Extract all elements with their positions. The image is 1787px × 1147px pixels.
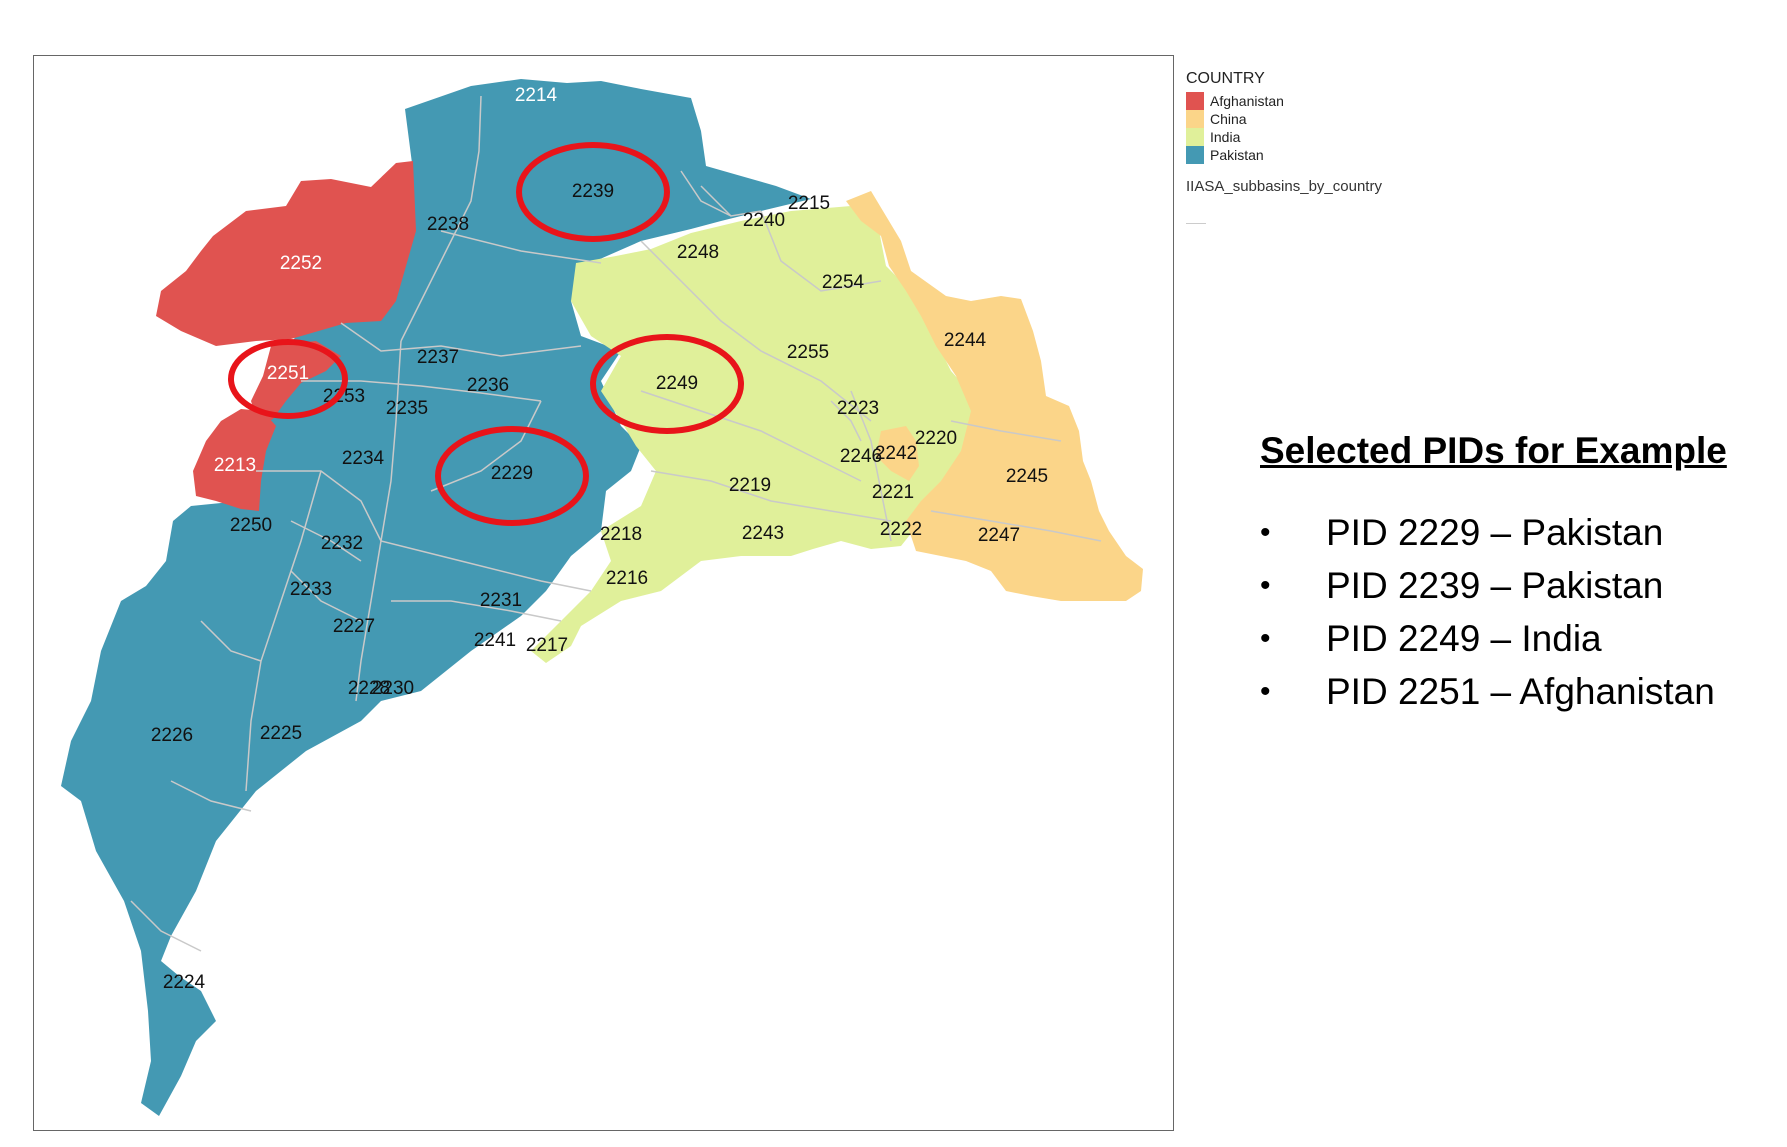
subbasin-label-2250: 2250 <box>230 515 272 536</box>
subbasin-label-2243: 2243 <box>742 523 784 544</box>
china-region-2242[interactable] <box>876 426 919 481</box>
subbasin-label-2236: 2236 <box>467 375 509 396</box>
highlight-ring-2251 <box>228 339 348 419</box>
subbasin-label-2234: 2234 <box>342 448 385 469</box>
subbasin-label-2222: 2222 <box>880 519 922 540</box>
selection-highlights <box>228 142 744 526</box>
selection-item: PID 2239 – Pakistan <box>1260 559 1780 612</box>
subbasin-label-2229: 2229 <box>491 463 533 484</box>
legend-label-afghanistan: Afghanistan <box>1210 93 1284 109</box>
china-region[interactable] <box>846 191 1143 601</box>
subbasin-label-2242: 2242 <box>875 443 917 464</box>
highlight-ring-2239 <box>516 142 670 242</box>
subbasin-label-2233: 2233 <box>290 579 332 600</box>
selection-item: PID 2249 – India <box>1260 612 1780 665</box>
subbasin-label-2232: 2232 <box>321 533 363 554</box>
legend-item-india: India <box>1186 128 1486 146</box>
subbasin-label-2249: 2249 <box>656 373 698 394</box>
subbasin-label-2214: 2214 <box>515 85 558 106</box>
subbasin-label-2226: 2226 <box>151 725 193 746</box>
subbasin-label-2248: 2248 <box>677 242 719 263</box>
subbasin-label-2247: 2247 <box>978 525 1020 546</box>
subbasin-label-2221: 2221 <box>872 482 914 503</box>
subbasin-label-2219: 2219 <box>729 475 771 496</box>
subbasin-label-2239: 2239 <box>572 181 614 202</box>
highlight-ring-2229 <box>435 426 589 526</box>
subbasin-label-2244: 2244 <box>944 330 987 351</box>
legend-item-pakistan: Pakistan <box>1186 146 1486 164</box>
subbasin-boundaries <box>130 95 1102 952</box>
subbasin-label-2235: 2235 <box>386 398 428 419</box>
subbasin-label-2255: 2255 <box>787 342 829 363</box>
subbasin-label-2254: 2254 <box>822 272 865 293</box>
subbasin-label-2213: 2213 <box>214 455 256 476</box>
legend-swatch-china <box>1186 110 1204 128</box>
subbasin-label-2216: 2216 <box>606 568 648 589</box>
subbasin-label-2217: 2217 <box>526 635 568 656</box>
map-frame[interactable]: 2214 2239 2238 2252 2240 2215 2248 2254 2244 2255… <box>33 55 1174 1131</box>
india-region[interactable] <box>531 206 976 663</box>
selection-item: PID 2229 – Pakistan <box>1260 506 1780 559</box>
legend-label-china: China <box>1210 111 1247 127</box>
subbasin-label-2251: 2251 <box>267 363 309 384</box>
legend-swatch-india <box>1186 128 1204 146</box>
subbasin-label-2223: 2223 <box>837 398 879 419</box>
afghanistan-region-2251[interactable] <box>251 341 341 426</box>
map-legend: COUNTRY Afghanistan China India Pakistan… <box>1186 70 1486 224</box>
layer-divider <box>1186 223 1206 224</box>
afghanistan-region-2213[interactable] <box>193 409 276 511</box>
subbasin-label-2228: 2228 <box>348 678 390 699</box>
subbasin-label-2227: 2227 <box>333 616 375 637</box>
subbasin-label-2218: 2218 <box>600 524 642 545</box>
highlight-ring-2249 <box>590 334 744 434</box>
subbasin-label-2220: 2220 <box>915 428 957 449</box>
subbasin-label-2225: 2225 <box>260 723 302 744</box>
pakistan-region[interactable] <box>61 79 811 1116</box>
legend-swatch-afghanistan <box>1186 92 1204 110</box>
selection-title: Selected PIDs for Example <box>1260 430 1727 471</box>
legend-title: COUNTRY <box>1186 70 1265 87</box>
legend-swatch-pakistan <box>1186 146 1204 164</box>
selection-panel: Selected PIDs for Example PID 2229 – Pak… <box>1260 430 1780 718</box>
afghanistan-region-2252[interactable] <box>156 161 416 346</box>
layer-name: IIASA_subbasins_by_country <box>1186 178 1382 195</box>
legend-item-china: China <box>1186 110 1486 128</box>
subbasin-label-2230: 2230 <box>372 678 414 699</box>
subbasin-label-2246: 2246 <box>840 446 882 467</box>
subbasin-label-2252: 2252 <box>280 253 322 274</box>
subbasin-label-2237: 2237 <box>417 347 459 368</box>
legend-label-pakistan: Pakistan <box>1210 147 1264 163</box>
selection-list: PID 2229 – Pakistan PID 2239 – Pakistan … <box>1260 506 1780 718</box>
subbasin-label-2245: 2245 <box>1006 466 1048 487</box>
subbasin-label-2240: 2240 <box>743 210 785 231</box>
subbasin-label-2241: 2241 <box>474 630 516 651</box>
subbasin-label-2238: 2238 <box>427 214 469 235</box>
legend-item-afghanistan: Afghanistan <box>1186 92 1486 110</box>
legend-label-india: India <box>1210 129 1241 145</box>
subbasin-label-2231: 2231 <box>480 590 522 611</box>
subbasin-label-2215: 2215 <box>788 193 830 214</box>
selection-item: PID 2251 – Afghanistan <box>1260 665 1780 718</box>
subbasin-label-2224: 2224 <box>163 972 206 993</box>
